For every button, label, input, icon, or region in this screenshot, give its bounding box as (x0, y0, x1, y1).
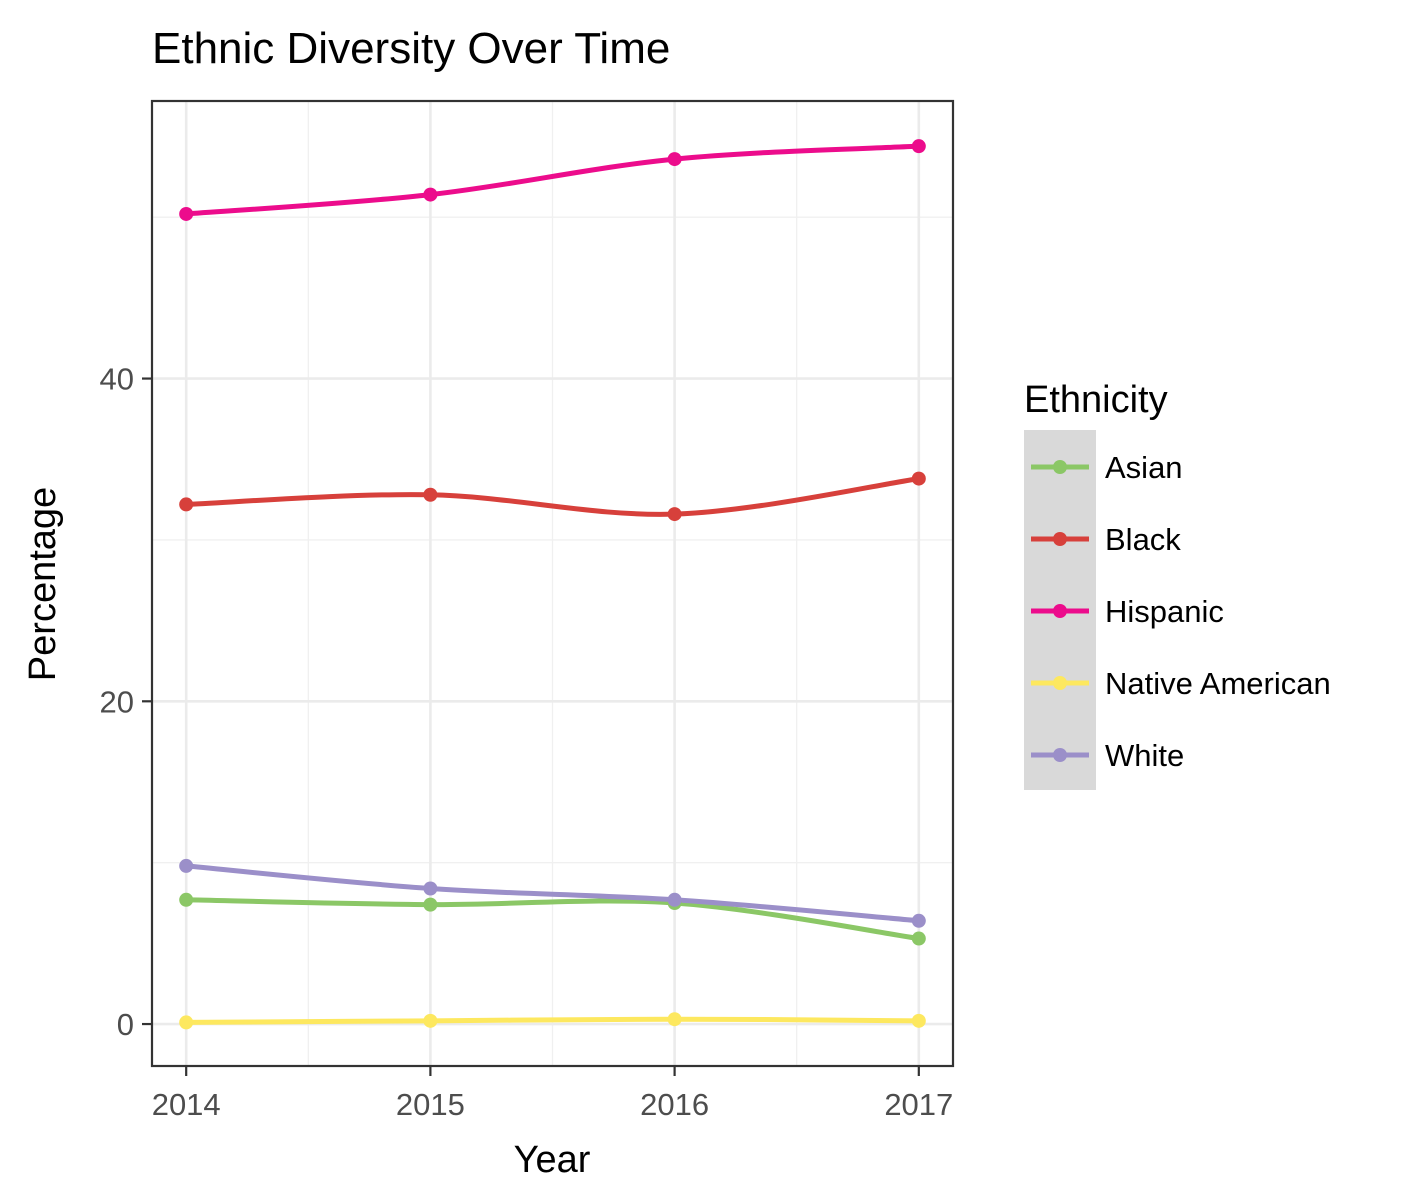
data-point-black (667, 507, 682, 522)
x-tick-label: 2015 (396, 1087, 465, 1122)
series-points (179, 139, 926, 1030)
data-point-black (911, 471, 926, 486)
series-line-asian (183, 897, 922, 942)
data-point-black (179, 497, 194, 512)
y-tick-label: 40 (100, 362, 134, 397)
legend-title: Ethnicity (1024, 379, 1168, 421)
series-line-black (183, 476, 922, 517)
series-line-white (183, 863, 922, 924)
data-point-native-american (423, 1013, 438, 1028)
x-tick-label: 2014 (152, 1087, 221, 1122)
data-point-hispanic (667, 152, 682, 167)
x-tick-label: 2017 (884, 1087, 953, 1122)
y-axis-title: Percentage (22, 487, 64, 681)
data-point-asian (179, 892, 194, 907)
data-point-asian (911, 931, 926, 946)
legend-label: Black (1105, 522, 1181, 557)
series-line-native-american (183, 1016, 922, 1025)
legend-label: Asian (1105, 450, 1183, 485)
legend-key-point (1053, 460, 1067, 474)
x-tick-label: 2016 (640, 1087, 709, 1122)
legend: Ethnicity Asian Black Hispanic Native Ameri… (1024, 379, 1331, 790)
legend-item-asian: Asian (1031, 450, 1183, 485)
plot-panel-border (150, 99, 955, 1068)
x-axis: 2014 2015 2016 2017 (152, 1066, 953, 1122)
legend-key-point (1053, 532, 1067, 546)
data-point-hispanic (423, 187, 438, 202)
data-point-native-american (667, 1012, 682, 1027)
series-lines (183, 143, 922, 1025)
y-tick-label: 20 (100, 684, 134, 719)
data-point-hispanic (179, 206, 194, 221)
data-point-white (667, 892, 682, 907)
data-point-white (179, 858, 194, 873)
legend-label: Native American (1105, 666, 1331, 701)
data-point-hispanic (911, 139, 926, 154)
data-point-black (423, 487, 438, 502)
x-axis-title: Year (514, 1139, 591, 1181)
legend-item-hispanic: Hispanic (1031, 594, 1224, 629)
legend-label: Hispanic (1105, 594, 1224, 629)
data-point-asian (423, 897, 438, 912)
data-point-native-american (179, 1015, 194, 1030)
legend-key-point (1053, 604, 1067, 618)
data-point-white (423, 881, 438, 896)
series-line-hispanic (183, 143, 922, 217)
data-point-white (911, 913, 926, 928)
legend-label: White (1105, 738, 1184, 773)
y-axis: 0 20 40 (100, 362, 152, 1042)
minor-gridlines (152, 101, 953, 1066)
data-point-native-american (911, 1013, 926, 1028)
chart-title: Ethnic Diversity Over Time (152, 24, 670, 73)
legend-item-white: White (1031, 738, 1184, 773)
y-tick-label: 0 (117, 1007, 134, 1042)
legend-key-point (1053, 676, 1067, 690)
legend-item-black: Black (1031, 522, 1181, 557)
legend-item-native-american: Native American (1031, 666, 1331, 701)
legend-key-point (1053, 748, 1067, 762)
